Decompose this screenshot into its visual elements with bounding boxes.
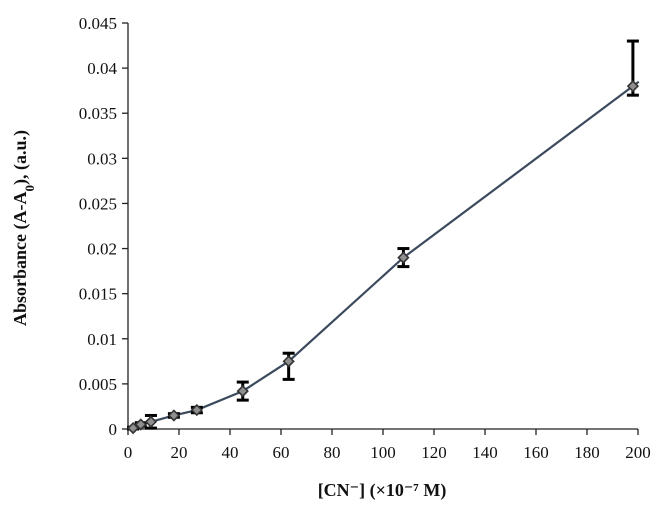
data-point [282, 355, 295, 368]
y-tick-label: 0.035 [79, 104, 117, 123]
data-point [144, 415, 158, 428]
y-tick-label: 0.005 [79, 375, 117, 394]
y-tick-label: 0 [109, 420, 118, 439]
x-tick-label: 20 [171, 443, 188, 462]
y-tick-label: 0.025 [79, 194, 117, 213]
data-point [190, 403, 203, 417]
x-tick-label: 40 [222, 443, 239, 462]
data-point [126, 421, 140, 435]
x-tick-label: 0 [124, 443, 133, 462]
y-tick-label: 0.03 [87, 149, 117, 168]
x-tick-label: 120 [421, 443, 447, 462]
data-point [236, 384, 249, 398]
x-tick-label: 100 [370, 443, 396, 462]
x-tick-label: 140 [472, 443, 498, 462]
y-axis-title-part: ), (a.u.) [10, 130, 31, 185]
y-axis-title: Absorbance (A-A0), (a.u.) [10, 130, 37, 326]
x-tick-label: 180 [574, 443, 600, 462]
series-layer [126, 39, 640, 435]
y-axis-title-part: Absorbance (A-A [10, 192, 31, 327]
x-axis-title: [CN⁻] (×10⁻⁷ M) [318, 480, 447, 501]
y-tick-label: 0.01 [87, 330, 117, 349]
x-tick-label: 60 [273, 443, 290, 462]
y-tick-label: 0.015 [79, 285, 117, 304]
x-tick-label: 160 [523, 443, 549, 462]
series-line [132, 85, 634, 430]
data-point [167, 409, 181, 422]
data-point [134, 418, 147, 431]
data-point [626, 80, 640, 93]
y-axis-title-subscript: 0 [22, 185, 37, 192]
y-tick-label: 0.02 [87, 240, 117, 259]
data-point [397, 251, 410, 264]
y-tick-label: 0.04 [87, 59, 117, 78]
y-tick-label: 0.045 [79, 14, 117, 33]
axes: 0 0.005 0.01 0.015 0.02 0.025 0.03 0.035 0.04 0.0… [79, 14, 651, 462]
x-tick-label: 200 [625, 443, 651, 462]
x-tick-label: 80 [324, 443, 341, 462]
